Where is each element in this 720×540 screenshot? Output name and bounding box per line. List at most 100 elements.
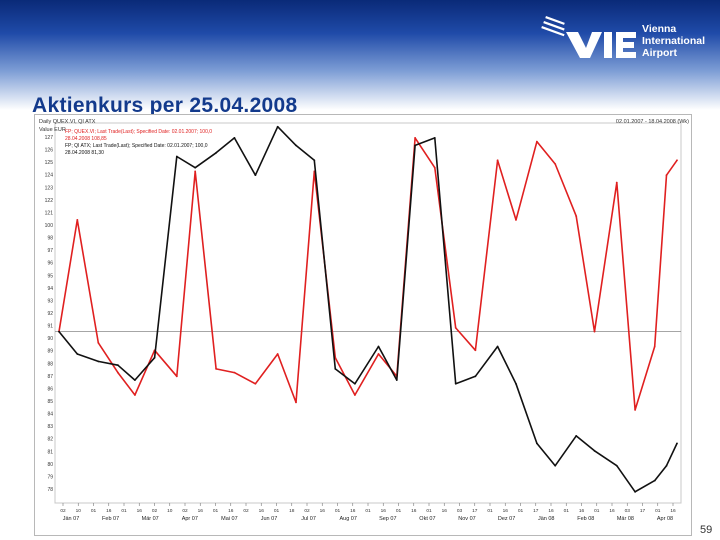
x-month-label: Nov 07 — [458, 516, 475, 522]
y-tick-label: 84 — [47, 412, 53, 418]
logo-line-1: Vienna — [642, 23, 677, 35]
x-day-tick-label: 16 — [259, 508, 265, 514]
data-point-0-6 — [175, 375, 178, 378]
data-point-1-31 — [665, 464, 668, 467]
y-tick-label: 91 — [47, 324, 53, 330]
stock-chart: Daily QUEX.VI, QI ATX 02.01.2007 - 18.04… — [39, 119, 689, 522]
data-point-1-28 — [615, 464, 618, 467]
x-day-tick-label: 17 — [472, 508, 478, 514]
data-point-0-31 — [665, 174, 668, 177]
x-month-label: Mär 07 — [142, 516, 159, 522]
data-point-0-20 — [454, 327, 457, 329]
data-point-1-23 — [515, 382, 517, 385]
data-point-1-26 — [575, 435, 578, 437]
data-point-0-25 — [554, 163, 557, 165]
y-tick-label: 98 — [47, 236, 53, 242]
data-point-1-9 — [233, 137, 236, 139]
data-point-0-30 — [653, 345, 656, 348]
data-point-1-3 — [117, 364, 119, 367]
logo-text: Vienna International Airport — [642, 23, 714, 59]
x-day-tick-label: 16 — [548, 508, 554, 514]
data-point-1-10 — [254, 174, 257, 177]
x-month-label: Jun 07 — [261, 516, 278, 522]
data-point-0-32 — [676, 159, 678, 162]
x-day-tick-label: 10 — [167, 508, 173, 514]
chart-title: Daily QUEX.VI, QI ATX — [39, 119, 96, 125]
series-lines — [58, 125, 678, 493]
data-point-1-11 — [276, 125, 279, 128]
data-point-0-9 — [233, 371, 236, 374]
y-tick-label: 125 — [45, 160, 54, 166]
x-month-label: Mai 07 — [221, 516, 238, 522]
data-point-0-23 — [515, 218, 517, 221]
data-point-1-27 — [593, 449, 596, 452]
data-point-0-22 — [496, 159, 499, 162]
date-range-label: 02.01.2007 - 18.04.2008 (Wk) — [616, 119, 689, 125]
x-day-tick-label: 16 — [579, 508, 585, 514]
data-point-0-7 — [194, 170, 197, 173]
x-day-tick-label: 16 — [106, 508, 112, 514]
x-day-tick-label: 16 — [670, 508, 676, 514]
x-day-tick-label: 17 — [533, 508, 539, 514]
data-point-1-16 — [377, 345, 380, 348]
y-tick-label: 123 — [45, 185, 54, 191]
x-month-label: Sep 07 — [379, 516, 396, 522]
y-tick-label: 89 — [47, 349, 53, 355]
data-point-0-4 — [134, 394, 136, 396]
y-tick-label: 126 — [45, 148, 54, 154]
x-month-label: Mär 08 — [617, 516, 634, 522]
x-day-tick-label: 03 — [457, 508, 463, 514]
y-tick-label: 95 — [47, 273, 53, 279]
data-point-0-18 — [414, 137, 417, 139]
y-tick-label: 85 — [47, 399, 53, 405]
data-point-1-13 — [313, 159, 316, 162]
x-month-label: Okt 07 — [419, 516, 435, 522]
y-tick-label: 82 — [47, 437, 53, 443]
data-point-1-7 — [194, 166, 197, 169]
x-day-tick-label: 03 — [625, 508, 631, 514]
airport-logo-icon — [541, 15, 636, 58]
y-tick-label: 87 — [47, 374, 53, 380]
y-tick-label: 92 — [47, 311, 53, 317]
x-month-label: Jän 08 — [538, 516, 555, 522]
x-day-tick-label: 01 — [274, 508, 280, 514]
y-tick-label: 79 — [47, 474, 53, 480]
x-day-tick-label: 16 — [198, 508, 204, 514]
legend: FP; QUEX.VI; Last Trade(Last); Specified… — [65, 129, 212, 156]
y-tick-label: 88 — [47, 361, 53, 367]
data-point-0-11 — [276, 353, 279, 355]
x-day-tick-label: 02 — [152, 508, 158, 514]
x-month-label: Jän 07 — [63, 516, 80, 522]
y-tick-label: 124 — [45, 173, 54, 179]
x-month-label: Jul 07 — [301, 516, 316, 522]
x-day-tick-label: 01 — [121, 508, 127, 514]
x-day-tick-label: 01 — [655, 508, 661, 514]
y-tick-label: 94 — [47, 286, 53, 292]
data-point-1-24 — [536, 442, 538, 445]
y-tick-label: 127 — [45, 135, 54, 141]
x-day-tick-label: 16 — [411, 508, 417, 514]
data-point-1-25 — [554, 464, 557, 467]
data-point-0-3 — [117, 371, 119, 374]
y-tick-label: 90 — [47, 336, 53, 342]
x-month-label: Feb 07 — [102, 516, 119, 522]
data-point-1-18 — [414, 144, 417, 147]
x-month-label: Apr 08 — [657, 516, 673, 522]
data-point-1-14 — [334, 367, 337, 370]
legend-entry: 28.04.2008 108,85 — [65, 136, 107, 142]
data-point-1-30 — [653, 479, 656, 482]
x-day-tick-label: 01 — [487, 508, 493, 514]
x-day-tick-label: 02 — [60, 508, 66, 514]
data-point-0-19 — [433, 166, 436, 169]
x-day-tick-label: 01 — [426, 508, 432, 514]
data-point-0-15 — [354, 394, 356, 396]
y-tick-label: 100 — [45, 223, 54, 229]
y-tick-label: 96 — [47, 261, 53, 267]
y-tick-label: 78 — [47, 487, 53, 493]
x-day-tick-label: 01 — [335, 508, 341, 514]
logo-line-3: Airport — [642, 47, 677, 59]
data-point-0-10 — [254, 382, 257, 385]
data-point-0-28 — [615, 181, 618, 184]
x-day-tick-label: 16 — [503, 508, 509, 514]
data-point-0-12 — [295, 401, 297, 404]
